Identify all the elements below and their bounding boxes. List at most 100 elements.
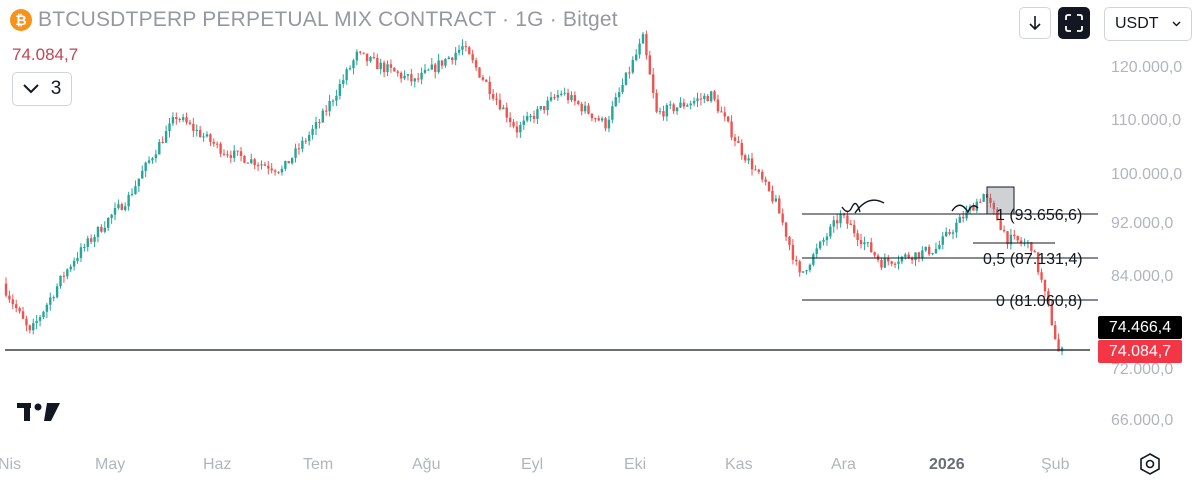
drawing-arc-3[interactable]: [951, 204, 979, 214]
candle-body: [774, 198, 778, 202]
candle-body: [79, 247, 83, 258]
candle-body: [839, 213, 842, 224]
candle-body: [1016, 235, 1019, 241]
candle-body: [154, 154, 158, 159]
candle-body: [481, 77, 485, 80]
candle-body: [829, 226, 832, 237]
candle-body: [491, 94, 495, 99]
candle-body: [229, 155, 233, 158]
candle-body: [301, 140, 304, 149]
candle-body: [597, 118, 600, 121]
candle-body: [703, 95, 706, 100]
x-tick-label: Eyl: [521, 456, 543, 473]
candle-body: [485, 79, 488, 82]
drawing-arc-1[interactable]: [841, 202, 861, 213]
candle-body: [675, 107, 679, 112]
candle-body: [764, 179, 767, 182]
candle-body: [359, 51, 362, 53]
candle-body: [938, 244, 941, 249]
candle-body: [553, 97, 556, 99]
candle-body: [89, 238, 93, 242]
candle-body: [893, 263, 897, 265]
currency-select[interactable]: USDT: [1104, 7, 1192, 41]
candle-body: [427, 69, 430, 71]
candle-body: [611, 106, 614, 120]
candle-body: [382, 62, 386, 73]
candlestick-series: [4, 30, 1064, 356]
candle-body: [621, 84, 624, 93]
highlight-box[interactable]: [986, 186, 1015, 215]
candle-body: [805, 270, 808, 272]
symbol-title[interactable]: BTCUSDTPERP PERPETUAL MIX CONTRACT · 1G …: [38, 8, 618, 31]
candle-body: [144, 162, 147, 171]
candle-body: [416, 78, 420, 80]
drawing-arc-2[interactable]: [854, 199, 885, 214]
fullscreen-button[interactable]: [1058, 7, 1090, 39]
indicators-toggle-button[interactable]: 3: [12, 72, 72, 106]
candle-body: [709, 91, 713, 102]
candle-body: [447, 57, 451, 60]
candle-body: [791, 244, 795, 260]
chevron-down-icon: [1172, 21, 1181, 27]
candle-body: [979, 201, 982, 203]
candle-body: [253, 159, 256, 166]
candle-body: [393, 67, 396, 72]
candle-body: [28, 325, 32, 331]
candle-body: [904, 254, 907, 257]
candle-body: [744, 155, 747, 161]
x-tick-label: Kas: [725, 456, 753, 473]
candle-body: [113, 208, 117, 215]
candle-body: [311, 128, 314, 136]
candle-body: [883, 258, 887, 268]
candle-body: [842, 213, 846, 216]
x-tick-label: May: [95, 456, 125, 473]
y-tick-label: 84.000,0: [1111, 268, 1173, 285]
candle-body: [996, 209, 999, 221]
chart-settings-button[interactable]: [1136, 450, 1164, 478]
candle-body: [679, 102, 682, 108]
candle-body: [461, 46, 464, 50]
candle-body: [737, 141, 740, 143]
y-tick-label: 92.000,0: [1111, 215, 1173, 232]
x-tick-label: Nis: [0, 456, 21, 473]
candle-body: [124, 206, 127, 210]
candle-body: [1057, 339, 1060, 352]
candle-body: [246, 162, 250, 164]
candle-body: [815, 248, 818, 255]
candle-body: [662, 111, 665, 117]
candle-body: [1019, 240, 1023, 244]
candle-body: [355, 51, 359, 61]
candle-body: [880, 259, 883, 268]
candle-body: [226, 154, 229, 156]
candle-body: [233, 150, 236, 158]
download-button[interactable]: [1019, 7, 1051, 39]
y-axis[interactable]: 120.000,0 110.000,0 100.000,0 92.000,0 8…: [1111, 59, 1182, 429]
candle-body: [52, 297, 55, 299]
candle-body: [686, 105, 689, 107]
candle-body: [287, 161, 290, 164]
candle-body: [1002, 230, 1006, 232]
candle-body: [277, 171, 280, 173]
candle-body: [570, 95, 573, 101]
candle-body: [49, 297, 52, 305]
x-axis[interactable]: Nis May Haz Tem Ağu Eyl Eki Kas Ara 2026…: [0, 456, 1070, 473]
y-tick-label: 66.000,0: [1111, 412, 1173, 429]
candle-body: [4, 283, 8, 296]
candle-body: [181, 117, 185, 120]
candle-body: [96, 226, 100, 237]
candle-body: [127, 194, 130, 207]
candle-body: [474, 60, 478, 68]
tradingview-logo[interactable]: [17, 403, 60, 421]
candle-body: [216, 143, 219, 145]
fib-label-0: 0 (81.060,8): [996, 293, 1082, 310]
candle-body: [941, 236, 944, 245]
candle-body: [832, 220, 835, 227]
candle-body: [236, 150, 239, 152]
candle-body: [812, 254, 815, 265]
candle-body: [35, 320, 38, 324]
candle-body: [846, 215, 849, 224]
candle-body: [529, 115, 532, 117]
candle-body: [706, 95, 709, 102]
candle-body: [696, 98, 699, 101]
